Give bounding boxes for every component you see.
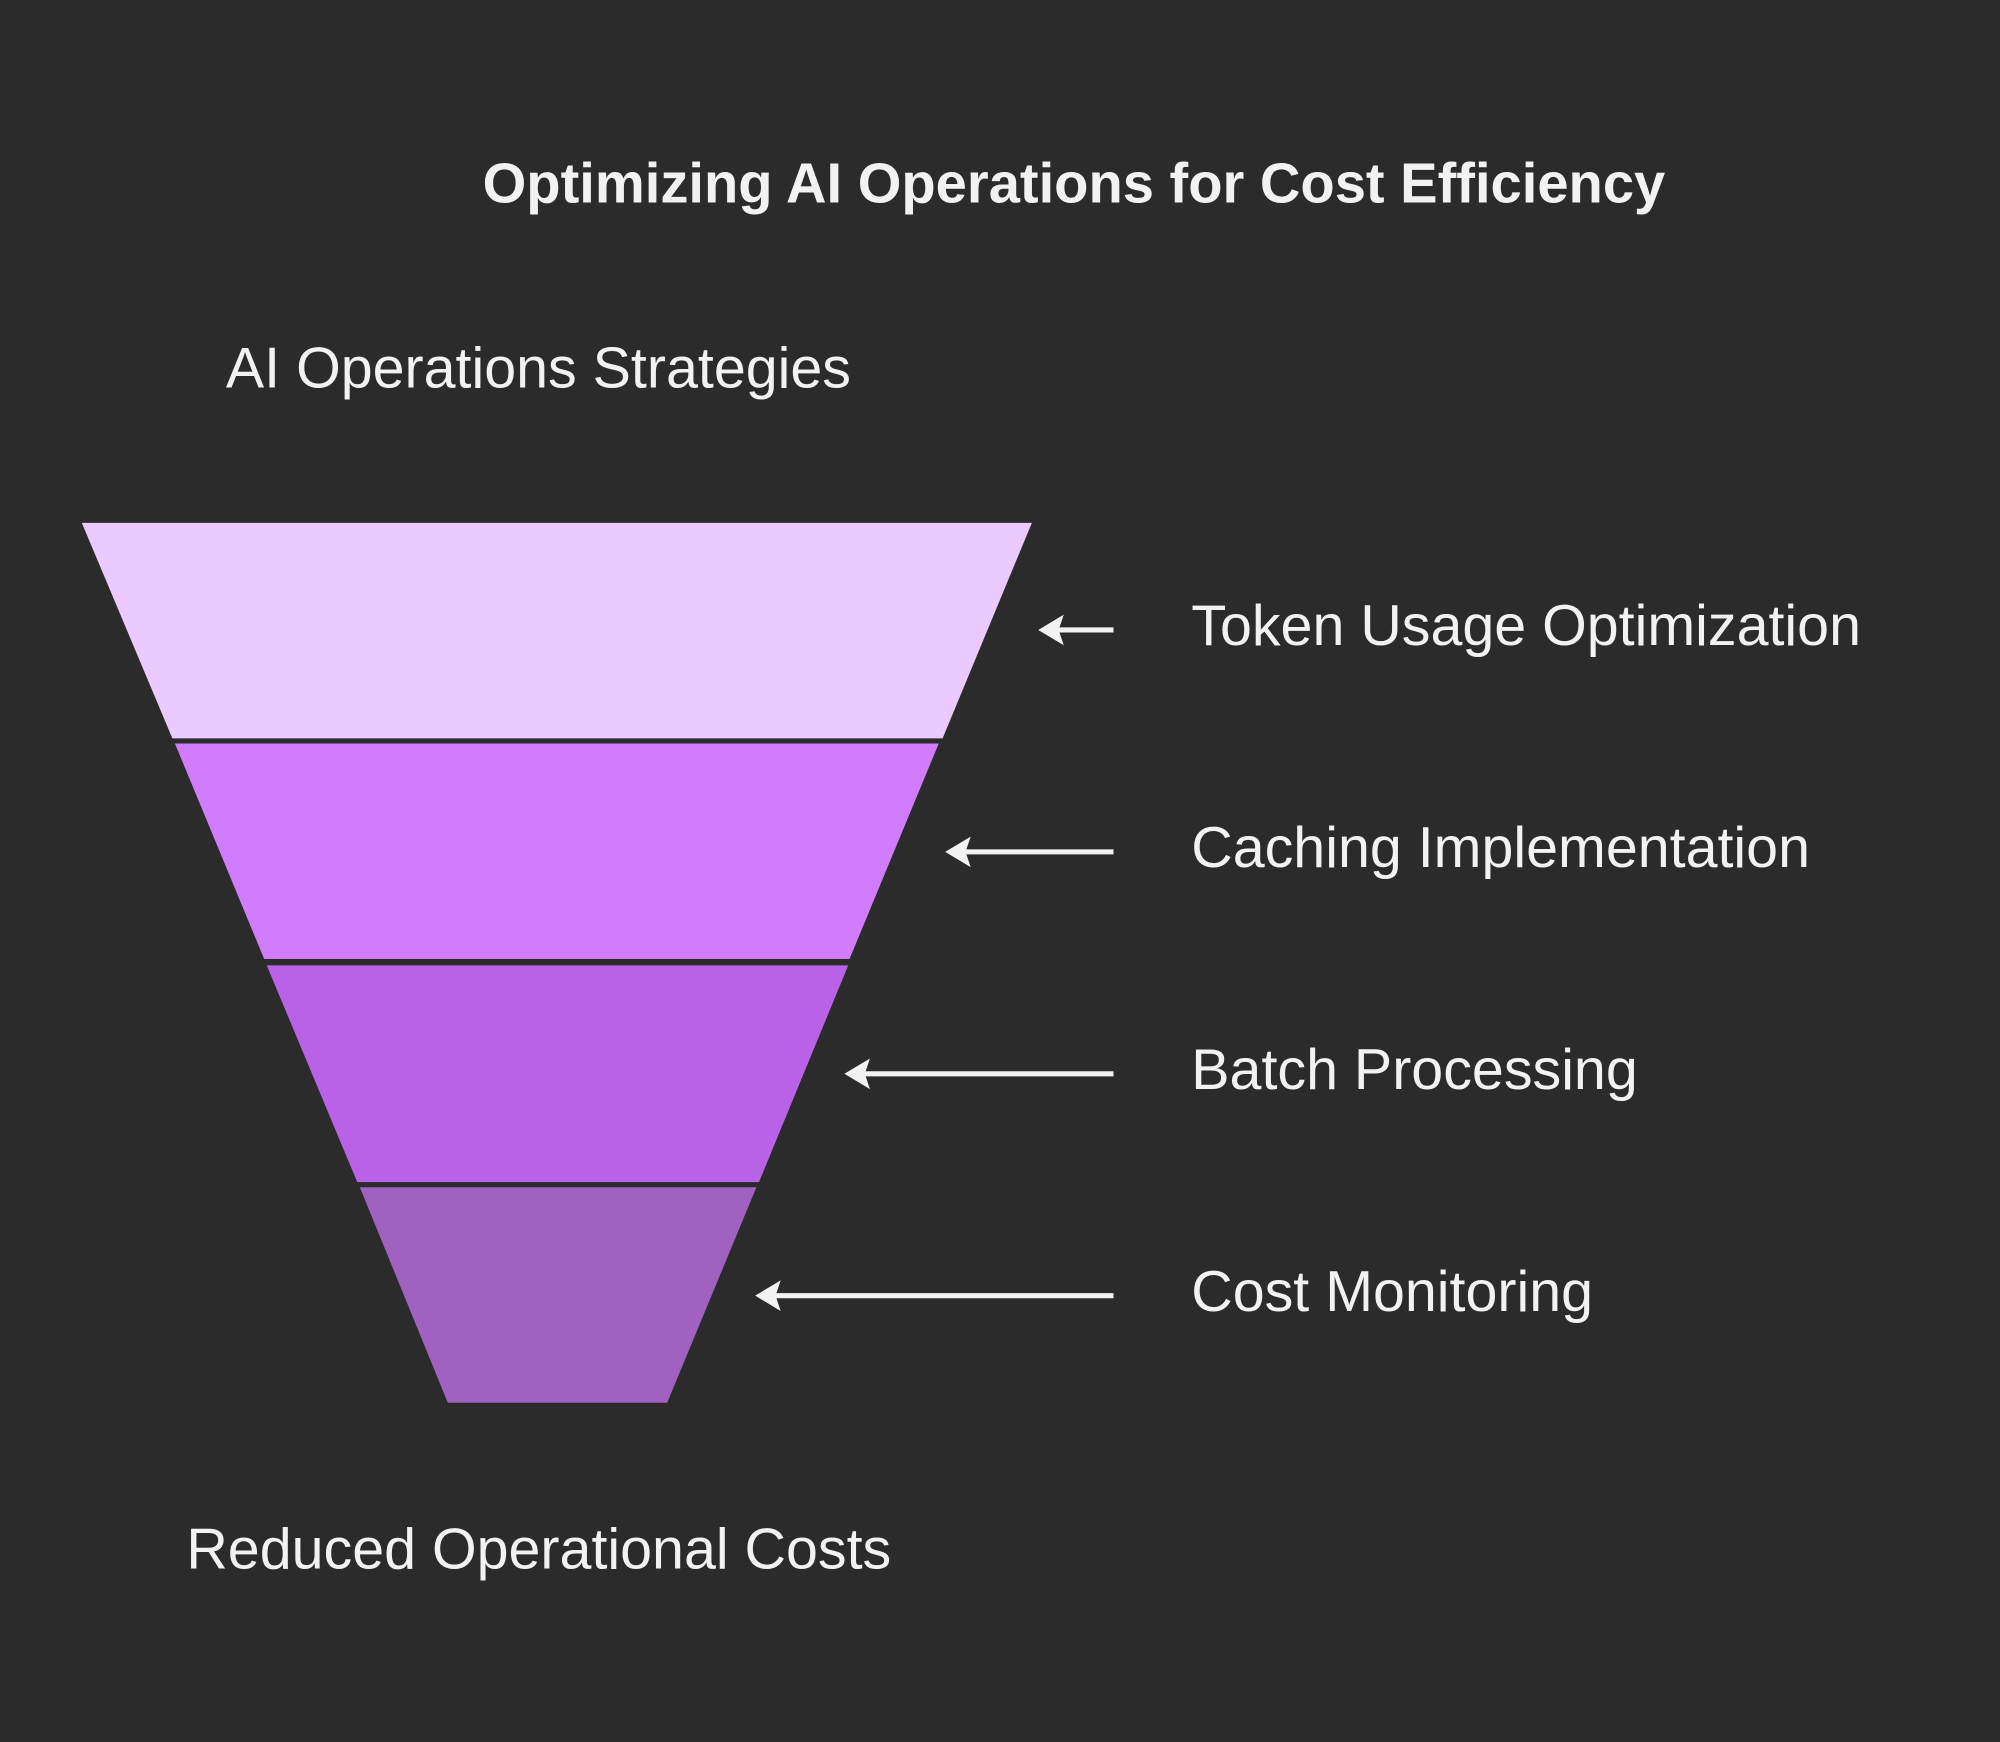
arrow xyxy=(755,1280,1114,1311)
stage-label: Caching Implementation xyxy=(1191,816,1810,880)
funnel-stage xyxy=(266,965,849,1183)
funnel-stage xyxy=(359,1187,757,1403)
title: Optimizing AI Operations for Cost Effici… xyxy=(483,151,1666,214)
stage-label: Token Usage Optimization xyxy=(1191,594,1861,658)
funnel-stage xyxy=(81,522,1032,739)
arrow xyxy=(844,1058,1114,1090)
arrow xyxy=(945,836,1114,868)
bottom-label: Reduced Operational Costs xyxy=(186,1517,891,1581)
top-label: AI Operations Strategies xyxy=(226,337,851,401)
arrow xyxy=(1038,614,1114,646)
funnel-stage xyxy=(174,743,939,959)
stage-label: Batch Processing xyxy=(1191,1038,1637,1102)
stage-label: Cost Monitoring xyxy=(1191,1260,1593,1324)
